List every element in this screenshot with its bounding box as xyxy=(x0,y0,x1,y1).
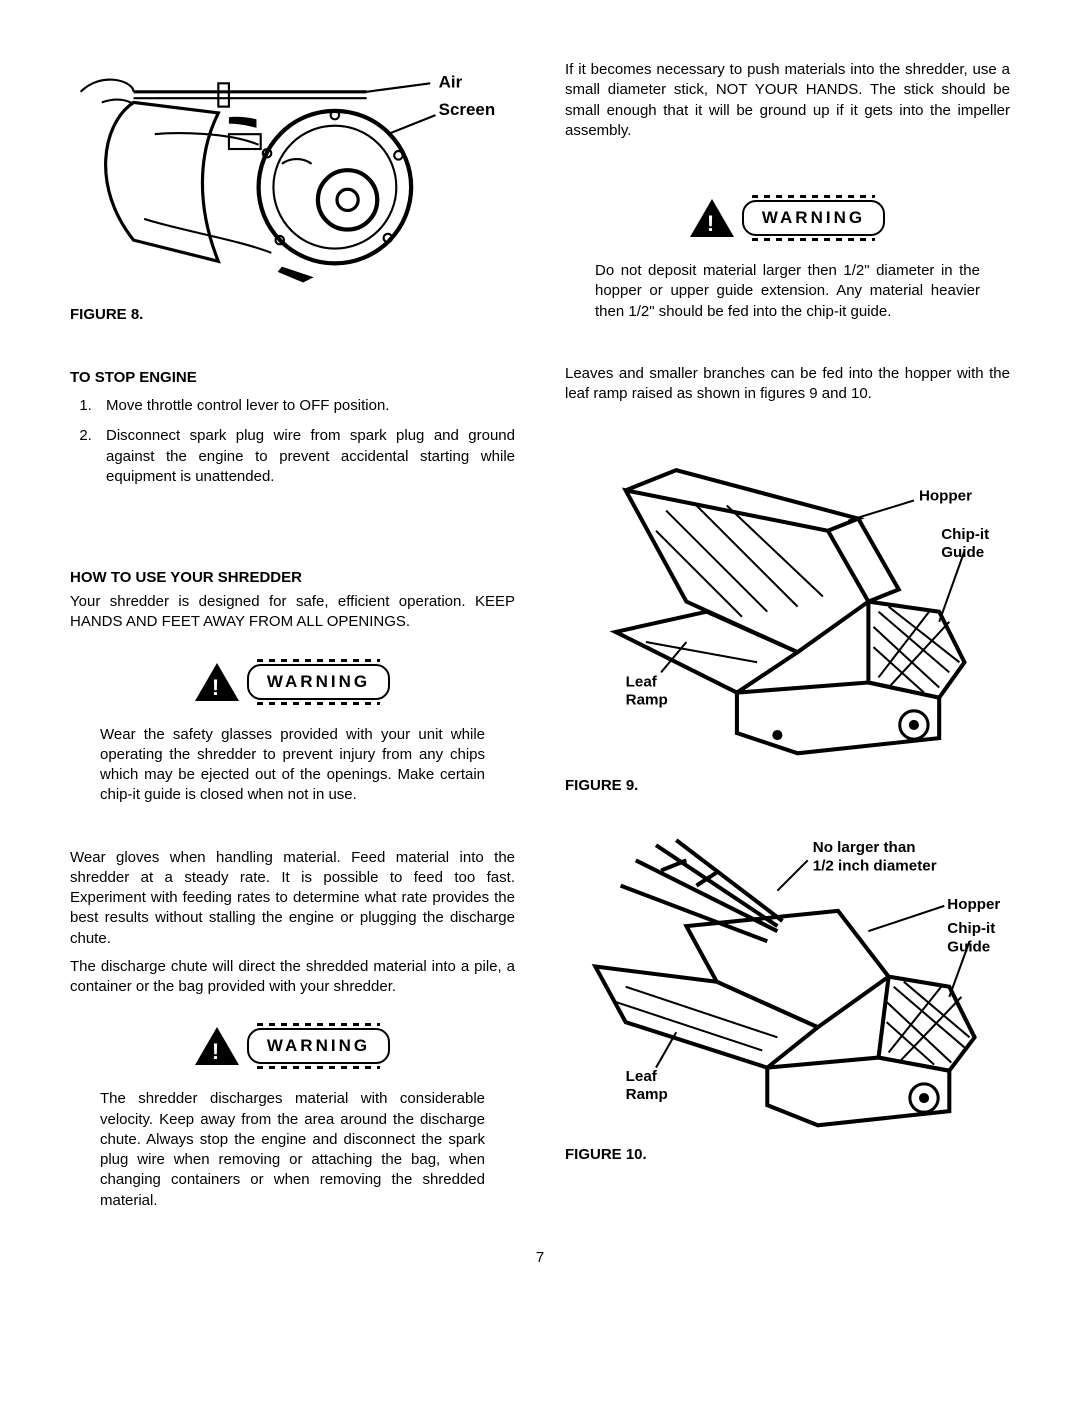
gloves-paragraph: Wear gloves when handling material. Feed… xyxy=(70,848,515,949)
warning-icon xyxy=(195,1027,239,1065)
fig9-leaf-label2: Ramp xyxy=(626,692,668,709)
figure-10: No larger than 1/2 inch diameter Hopper … xyxy=(565,830,1010,1181)
warning-2: WARNING xyxy=(70,1027,515,1065)
fig10-leaf-2: Ramp xyxy=(626,1086,668,1103)
warning-1-text: Wear the safety glasses provided with yo… xyxy=(100,725,485,806)
fig9-chipit-label1: Chip-it xyxy=(941,526,989,543)
figure-9: Hopper Chip-it Guide Leaf Ramp FIGURE 9. xyxy=(565,460,1010,811)
warning-icon xyxy=(195,663,239,701)
figure-10-caption: FIGURE 10. xyxy=(565,1146,1010,1163)
figure-8-caption: FIGURE 8. xyxy=(70,306,515,323)
stop-engine-heading: TO STOP ENGINE xyxy=(70,369,515,386)
left-column: Air Screen xyxy=(70,60,515,1225)
warning-3-text: Do not deposit material larger then 1/2"… xyxy=(595,261,980,322)
fig10-chipit-2: Guide xyxy=(947,938,990,955)
figure-8-svg: Air Screen xyxy=(70,60,515,293)
stop-engine-step-1: Move throttle control lever to OFF posit… xyxy=(96,396,515,416)
fig9-leaf-label1: Leaf xyxy=(626,674,658,691)
warning-icon xyxy=(690,199,734,237)
warning-3-label: WARNING xyxy=(742,200,885,236)
warning-2-label: WARNING xyxy=(247,1028,390,1064)
warning-2-text: The shredder discharges material with co… xyxy=(100,1089,485,1211)
leaves-paragraph: Leaves and smaller branches can be fed i… xyxy=(565,364,1010,405)
figure-9-caption: FIGURE 9. xyxy=(565,777,1010,794)
fig10-nolarger-1: No larger than xyxy=(813,839,916,856)
how-to-use-intro: Your shredder is designed for safe, effi… xyxy=(70,592,515,633)
figure-8: Air Screen xyxy=(70,60,515,341)
fig10-hopper-label: Hopper xyxy=(947,896,1000,913)
page-number: 7 xyxy=(70,1249,1010,1266)
figure-10-svg: No larger than 1/2 inch diameter Hopper … xyxy=(565,830,1010,1133)
fig10-chipit-1: Chip-it xyxy=(947,920,995,937)
fig8-screen-label: Screen xyxy=(439,100,496,119)
chute-paragraph: The discharge chute will direct the shre… xyxy=(70,957,515,998)
push-materials-paragraph: If it becomes necessary to push material… xyxy=(565,60,1010,141)
right-column: If it becomes necessary to push material… xyxy=(565,60,1010,1225)
fig9-hopper-label: Hopper xyxy=(919,488,972,505)
warning-1-label: WARNING xyxy=(247,664,390,700)
warning-1: WARNING xyxy=(70,663,515,701)
warning-3: WARNING xyxy=(565,199,1010,237)
fig9-chipit-label2: Guide xyxy=(941,544,984,561)
how-to-use-heading: HOW TO USE YOUR SHREDDER xyxy=(70,569,515,586)
fig8-air-label: Air xyxy=(439,73,463,92)
stop-engine-step-2: Disconnect spark plug wire from spark pl… xyxy=(96,426,515,487)
fig10-leaf-1: Leaf xyxy=(626,1067,658,1084)
figure-9-svg: Hopper Chip-it Guide Leaf Ramp xyxy=(565,460,1010,763)
fig10-nolarger-2: 1/2 inch diameter xyxy=(813,857,937,874)
stop-engine-list: Move throttle control lever to OFF posit… xyxy=(70,396,515,497)
